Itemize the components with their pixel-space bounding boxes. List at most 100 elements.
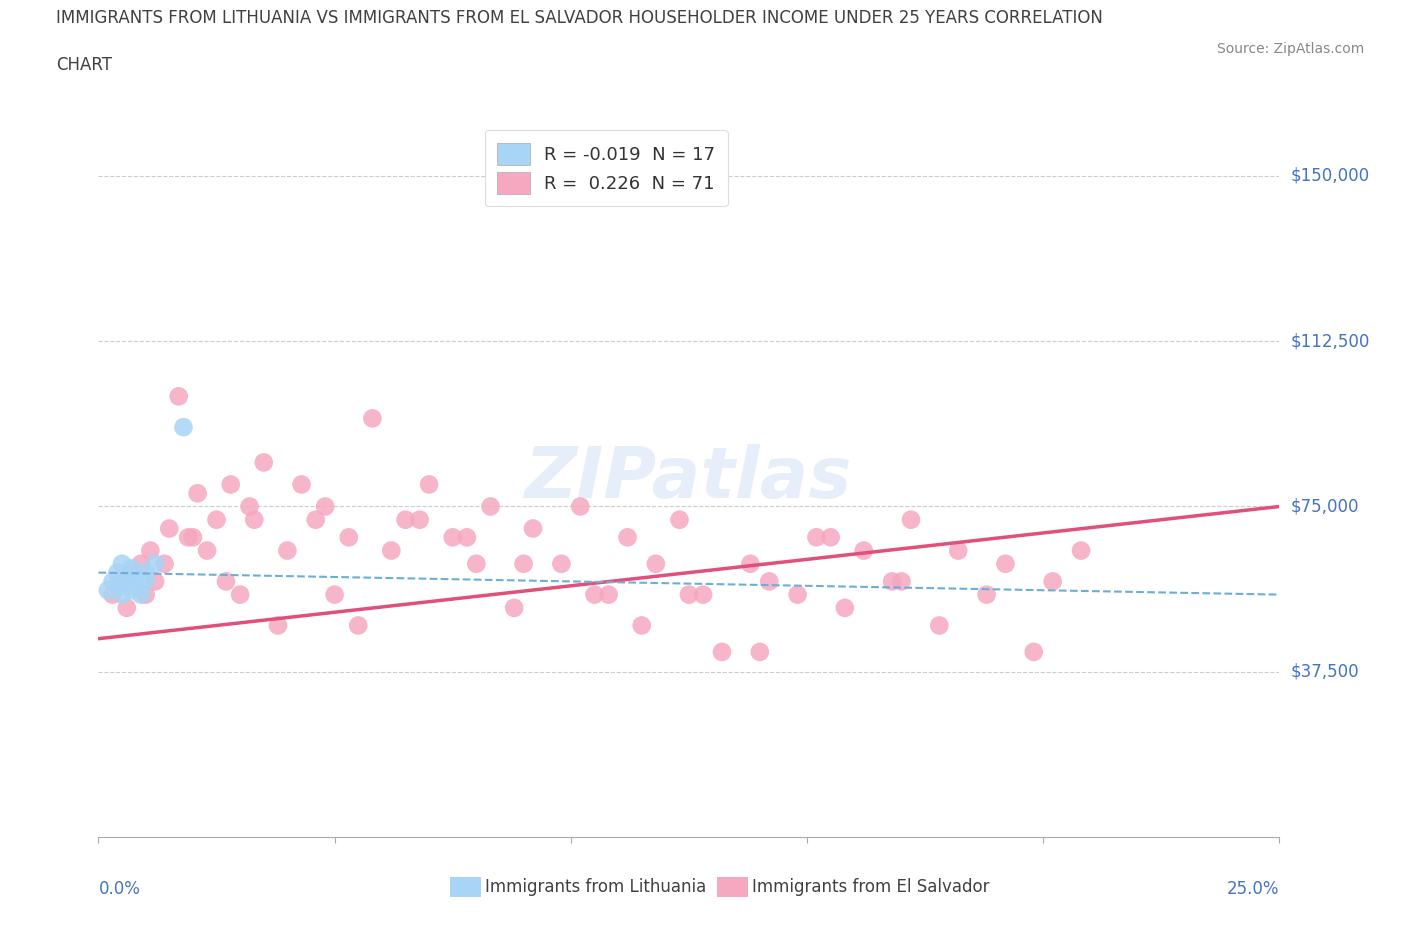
Point (456, 530, 478, 545)
Point (748, 644, 770, 659)
Text: Source: ZipAtlas.com: Source: ZipAtlas.com (1216, 42, 1364, 56)
Point (267, 618, 290, 633)
Text: ZIPatlas: ZIPatlas (526, 445, 852, 513)
Point (994, 556, 1017, 571)
Point (195, 543, 218, 558)
Point (786, 587, 808, 602)
Point (928, 618, 950, 633)
Point (115, 601, 138, 616)
Point (347, 618, 370, 633)
Point (129, 587, 152, 602)
Point (111, 587, 134, 602)
Text: IMMIGRANTS FROM LITHUANIA VS IMMIGRANTS FROM EL SALVADOR HOUSEHOLDER INCOME UNDE: IMMIGRANTS FROM LITHUANIA VS IMMIGRANTS … (56, 9, 1104, 27)
Point (157, 521, 180, 536)
Point (143, 574, 166, 589)
Point (167, 389, 190, 404)
Point (692, 587, 714, 602)
Point (503, 601, 526, 616)
Point (105, 565, 128, 580)
Legend: R = -0.019  N = 17, R =  0.226  N = 71: R = -0.019 N = 17, R = 0.226 N = 71 (485, 130, 728, 206)
Point (111, 556, 134, 571)
Point (276, 543, 298, 558)
Point (290, 477, 312, 492)
Point (135, 574, 157, 589)
Text: Immigrants from Lithuania: Immigrants from Lithuania (485, 878, 706, 897)
Point (550, 556, 572, 571)
Text: Immigrants from El Salvador: Immigrants from El Salvador (752, 878, 990, 897)
Point (115, 574, 138, 589)
Point (380, 543, 402, 558)
Point (441, 530, 464, 545)
Point (408, 512, 430, 527)
Point (394, 512, 416, 527)
Point (616, 530, 638, 545)
Point (139, 543, 162, 558)
Point (479, 499, 502, 514)
Point (243, 512, 266, 527)
Point (522, 521, 544, 536)
Text: $112,500: $112,500 (1291, 332, 1369, 351)
Text: $37,500: $37,500 (1291, 663, 1360, 681)
Point (229, 587, 252, 602)
Point (948, 543, 970, 558)
Point (181, 530, 204, 545)
Point (630, 618, 652, 633)
Point (1070, 543, 1092, 558)
Text: 0.0%: 0.0% (98, 880, 141, 898)
Point (129, 556, 152, 571)
Point (135, 565, 157, 580)
Point (187, 485, 209, 500)
Point (900, 512, 922, 527)
Point (465, 556, 488, 571)
Point (115, 565, 138, 580)
Point (880, 574, 903, 589)
Point (125, 569, 148, 584)
Point (418, 477, 440, 492)
Point (890, 574, 912, 589)
Point (740, 556, 762, 571)
Point (101, 574, 124, 589)
Point (806, 530, 828, 545)
Point (1022, 644, 1045, 659)
Text: 25.0%: 25.0% (1227, 880, 1279, 898)
Point (143, 556, 166, 571)
Point (305, 512, 328, 527)
Point (314, 499, 336, 514)
Point (569, 499, 592, 514)
Point (583, 587, 606, 602)
Point (644, 556, 666, 571)
Point (97, 583, 120, 598)
Point (239, 499, 262, 514)
Point (121, 561, 143, 576)
Point (852, 543, 875, 558)
Point (834, 601, 856, 616)
Point (121, 583, 143, 598)
Point (101, 587, 124, 602)
Text: CHART: CHART (56, 56, 112, 73)
Point (711, 644, 734, 659)
Point (361, 411, 384, 426)
Point (678, 587, 700, 602)
Point (820, 530, 842, 545)
Point (758, 574, 780, 589)
Point (1042, 574, 1064, 589)
Point (598, 587, 620, 602)
Point (512, 556, 534, 571)
Text: $75,000: $75,000 (1291, 498, 1360, 515)
Point (337, 530, 360, 545)
Point (253, 455, 276, 470)
Point (215, 574, 238, 589)
Text: $150,000: $150,000 (1291, 167, 1369, 185)
Point (205, 512, 228, 527)
Point (121, 565, 143, 580)
Point (323, 587, 346, 602)
Point (219, 477, 242, 492)
Point (668, 512, 690, 527)
Point (976, 587, 998, 602)
Point (172, 419, 194, 434)
Point (125, 578, 148, 593)
Point (135, 587, 157, 602)
Point (111, 574, 134, 589)
Point (105, 578, 128, 593)
Point (153, 556, 176, 571)
